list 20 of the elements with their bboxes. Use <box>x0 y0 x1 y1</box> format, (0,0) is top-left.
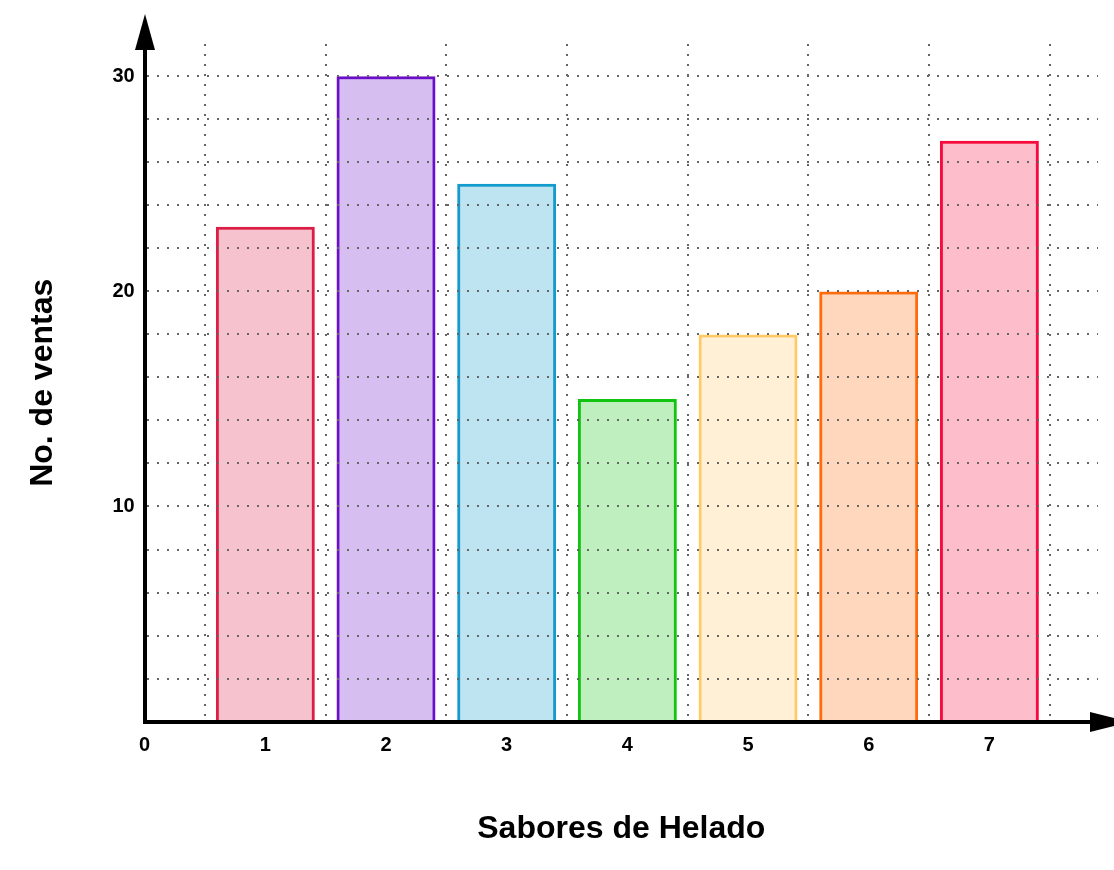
bar <box>336 76 436 721</box>
x-axis-title: Sabores de Helado <box>477 808 766 845</box>
bar <box>457 183 557 721</box>
x-tick-label: 2 <box>380 733 392 756</box>
bar <box>819 291 919 721</box>
x-tick-label: 1 <box>259 733 271 756</box>
x-tick-label: 4 <box>621 733 634 756</box>
bar <box>215 226 315 721</box>
y-tick-label: 10 <box>112 494 135 516</box>
bar <box>698 334 798 721</box>
bar <box>939 140 1039 721</box>
bar <box>577 398 677 721</box>
y-axis-title: No. de ventas <box>23 278 60 487</box>
x-tick-label: 5 <box>742 733 754 756</box>
x-tick-label: 3 <box>501 733 513 756</box>
x-tick-label: 7 <box>983 733 995 756</box>
x-tick-label: 6 <box>863 733 875 756</box>
x-tick-label: 0 <box>139 733 151 756</box>
y-tick-label: 30 <box>112 63 135 86</box>
y-tick-label: 20 <box>112 278 135 301</box>
